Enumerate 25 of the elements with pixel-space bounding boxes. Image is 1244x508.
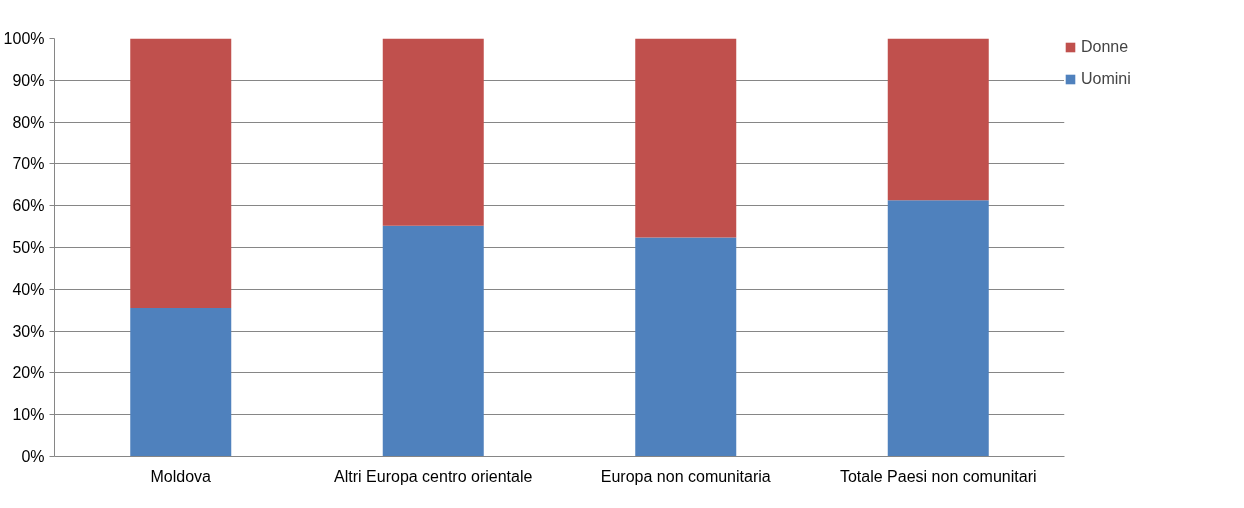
y-tick-label: 30% (12, 322, 45, 340)
y-tick-label: 100% (3, 30, 45, 47)
bar (382, 225, 484, 457)
bar (635, 237, 737, 457)
bar (887, 38, 989, 201)
x-tick-label: Altri Europa centro orientale (334, 467, 533, 485)
y-tick-label: 60% (12, 197, 45, 215)
y-tick-label: 80% (12, 113, 45, 131)
y-tick-label: 90% (12, 71, 45, 89)
y-tick-label: 0% (21, 448, 45, 465)
x-tick-label: Europa non comunitaria (600, 467, 771, 485)
bar (130, 38, 232, 309)
y-tick-label: 40% (12, 280, 45, 298)
y-tick-label: 50% (12, 239, 45, 256)
x-tick-label: Totale Paesi non comunitari (839, 467, 1037, 485)
bar (887, 200, 989, 457)
y-tick-label: 20% (12, 364, 45, 382)
y-tick-label: 10% (12, 406, 45, 424)
legend-label: Donne (1081, 38, 1129, 56)
y-tick-label: 70% (12, 155, 45, 173)
bar (382, 38, 484, 226)
legend-label: Uomini (1081, 70, 1131, 88)
bar (635, 38, 737, 238)
bar (130, 308, 232, 457)
x-tick-label: Moldova (150, 467, 212, 485)
